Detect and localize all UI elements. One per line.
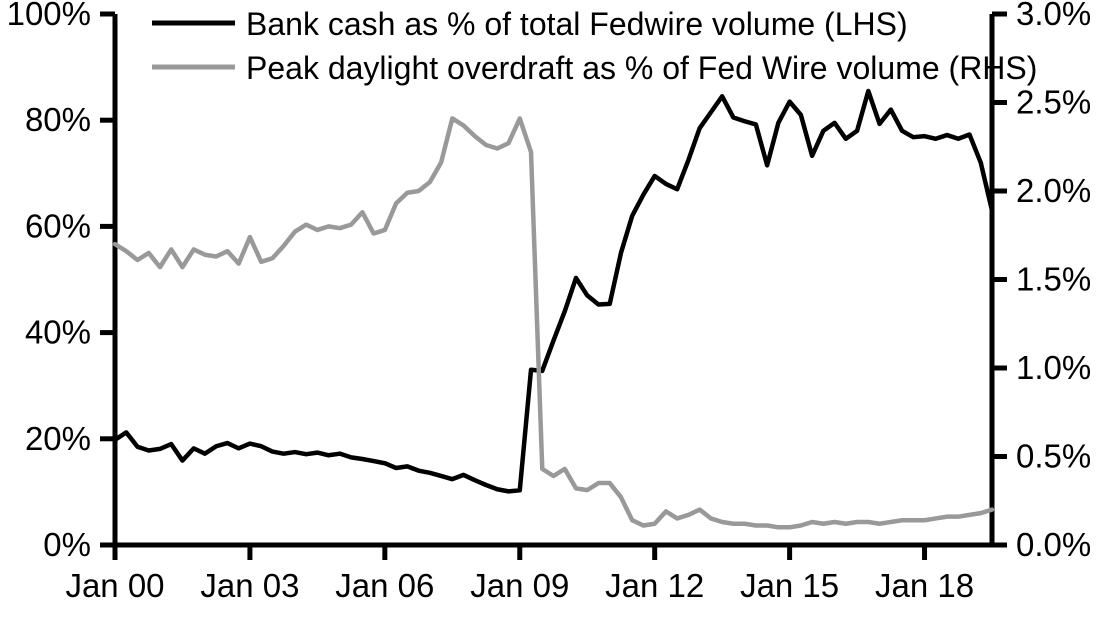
x-axis-ticks: Jan 00 Jan 03 Jan 06 Jan 09 Jan 12 Jan 15 Jan …: [65, 545, 974, 604]
right-axis-tick-label: 3.0%: [1016, 0, 1091, 32]
left-axis-tick-label: 0%: [43, 526, 91, 563]
left-axis-tick-label: 80%: [25, 101, 91, 138]
legend-label-0: Bank cash as % of total Fedwire volume (…: [246, 6, 908, 42]
right-axis-tick-label: 2.5%: [1016, 84, 1091, 121]
right-axis-tick-label: 2.0%: [1016, 172, 1091, 209]
series-line-0: [112, 88, 995, 494]
x-axis-tick-label: Jan 06: [335, 567, 434, 604]
x-axis-tick-label: Jan 09: [470, 567, 569, 604]
x-axis-tick-label: Jan 00: [65, 567, 164, 604]
x-axis-tick-label: Jan 03: [200, 567, 299, 604]
series-line-1: [112, 116, 995, 530]
left-axis-tick-label: 60%: [25, 207, 91, 244]
x-axis-tick-label: Jan 15: [740, 567, 839, 604]
legend-label-1: Peak daylight overdraft as % of Fed Wire…: [246, 50, 1037, 86]
right-axis-tick-label: 0.5%: [1016, 438, 1091, 475]
series-group: [112, 88, 995, 530]
left-axis-ticks: 0% 20% 40% 60% 80% 100%: [7, 0, 115, 563]
left-axis-tick-label: 40%: [25, 314, 91, 351]
x-axis-tick-label: Jan 18: [875, 567, 974, 604]
right-axis-tick-label: 0.0%: [1016, 526, 1091, 563]
x-axis-tick-label: Jan 12: [605, 567, 704, 604]
right-axis-ticks: 0.0% 0.5% 1.0% 1.5% 2.0% 2.5% 3.0%: [992, 0, 1091, 563]
left-axis-tick-label: 100%: [7, 0, 91, 32]
chart-legend: Bank cash as % of total Fedwire volume (…: [152, 6, 1037, 86]
right-axis-tick-label: 1.0%: [1016, 349, 1091, 386]
left-axis-tick-label: 20%: [25, 420, 91, 457]
right-axis-tick-label: 1.5%: [1016, 261, 1091, 298]
